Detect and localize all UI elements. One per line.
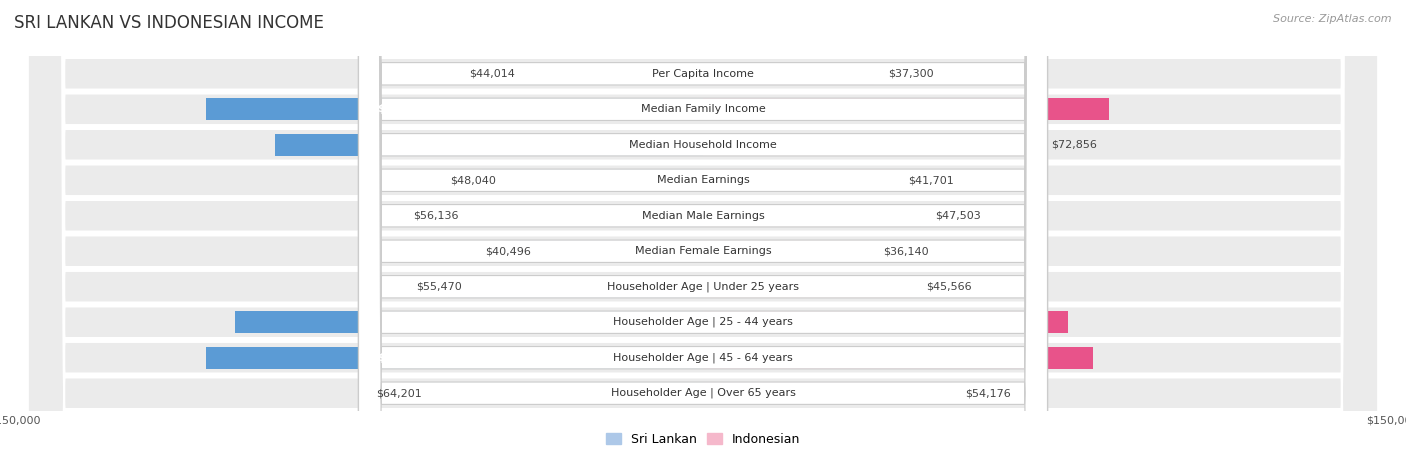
Bar [517, 240, 703, 262]
FancyBboxPatch shape [28, 0, 1378, 467]
FancyBboxPatch shape [28, 0, 1378, 467]
FancyBboxPatch shape [28, 0, 1378, 467]
Bar [703, 276, 912, 298]
Bar [235, 311, 703, 333]
FancyBboxPatch shape [359, 0, 1047, 467]
Bar [703, 347, 1092, 369]
Bar [408, 382, 703, 404]
Text: $84,890: $84,890 [948, 353, 998, 363]
Text: Median Household Income: Median Household Income [628, 140, 778, 150]
Text: $44,014: $44,014 [468, 69, 515, 79]
Text: Householder Age | 45 - 64 years: Householder Age | 45 - 64 years [613, 353, 793, 363]
FancyBboxPatch shape [359, 0, 1047, 467]
Text: $37,300: $37,300 [889, 69, 934, 79]
Text: $36,140: $36,140 [883, 246, 928, 256]
Text: Median Male Earnings: Median Male Earnings [641, 211, 765, 221]
FancyBboxPatch shape [28, 0, 1378, 467]
FancyBboxPatch shape [28, 0, 1378, 467]
FancyBboxPatch shape [359, 0, 1047, 467]
Text: $56,136: $56,136 [413, 211, 458, 221]
Text: $64,201: $64,201 [377, 388, 422, 398]
Bar [703, 63, 875, 85]
Bar [703, 240, 869, 262]
Bar [482, 169, 703, 191]
Bar [703, 382, 952, 404]
FancyBboxPatch shape [359, 0, 1047, 467]
FancyBboxPatch shape [359, 0, 1047, 467]
Text: Householder Age | Over 65 years: Householder Age | Over 65 years [610, 388, 796, 398]
Bar [703, 311, 1069, 333]
Text: $54,176: $54,176 [966, 388, 1011, 398]
Text: $47,503: $47,503 [935, 211, 981, 221]
Text: SRI LANKAN VS INDONESIAN INCOME: SRI LANKAN VS INDONESIAN INCOME [14, 14, 323, 32]
Text: $93,093: $93,093 [398, 140, 449, 150]
FancyBboxPatch shape [28, 0, 1378, 467]
Text: $55,470: $55,470 [416, 282, 463, 292]
Bar [446, 205, 703, 227]
Legend: Sri Lankan, Indonesian: Sri Lankan, Indonesian [600, 428, 806, 451]
FancyBboxPatch shape [359, 0, 1047, 467]
Text: $88,301: $88,301 [952, 104, 1002, 114]
Text: $72,856: $72,856 [1052, 140, 1097, 150]
Bar [276, 134, 703, 156]
Bar [703, 205, 921, 227]
Bar [703, 98, 1108, 120]
Text: Source: ZipAtlas.com: Source: ZipAtlas.com [1274, 14, 1392, 24]
Text: $108,234: $108,234 [377, 104, 436, 114]
Text: Householder Age | Under 25 years: Householder Age | Under 25 years [607, 282, 799, 292]
Text: Median Earnings: Median Earnings [657, 175, 749, 185]
Bar [449, 276, 703, 298]
Bar [703, 134, 1038, 156]
Text: $45,566: $45,566 [927, 282, 972, 292]
Text: $41,701: $41,701 [908, 175, 955, 185]
FancyBboxPatch shape [28, 0, 1378, 467]
Text: $48,040: $48,040 [450, 175, 496, 185]
Text: $79,543: $79,543 [941, 317, 993, 327]
Text: Per Capita Income: Per Capita Income [652, 69, 754, 79]
FancyBboxPatch shape [359, 0, 1047, 467]
Text: Median Female Earnings: Median Female Earnings [634, 246, 772, 256]
Text: $108,270: $108,270 [377, 353, 436, 363]
Bar [205, 347, 703, 369]
Text: Householder Age | 25 - 44 years: Householder Age | 25 - 44 years [613, 317, 793, 327]
Bar [703, 169, 894, 191]
Bar [501, 63, 703, 85]
FancyBboxPatch shape [28, 0, 1378, 467]
Bar [205, 98, 703, 120]
Text: Median Family Income: Median Family Income [641, 104, 765, 114]
FancyBboxPatch shape [359, 0, 1047, 467]
FancyBboxPatch shape [359, 0, 1047, 467]
FancyBboxPatch shape [28, 0, 1378, 467]
Text: $101,960: $101,960 [384, 317, 443, 327]
FancyBboxPatch shape [28, 0, 1378, 467]
FancyBboxPatch shape [359, 0, 1047, 467]
Text: $40,496: $40,496 [485, 246, 531, 256]
